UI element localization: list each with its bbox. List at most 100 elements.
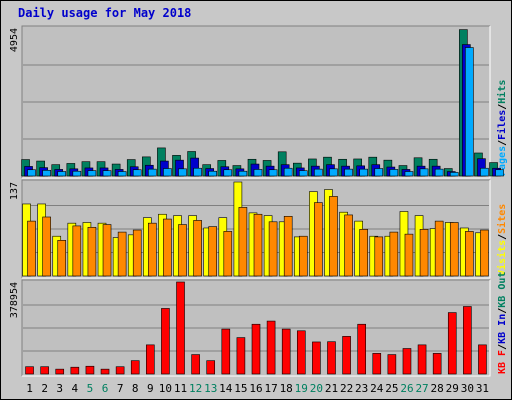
x-tick-label: 4 — [72, 382, 79, 395]
bar-kb-f — [266, 320, 276, 375]
bar-kb-f — [432, 353, 442, 375]
panel-middle-legend-entry: Sites — [496, 204, 508, 234]
panel-bottom-legend-entry: / — [497, 308, 508, 314]
panel-bottom-legend-entry: KB Out — [497, 272, 508, 308]
bar-pages — [329, 168, 338, 177]
bar-sites — [465, 231, 474, 277]
bar-pages — [298, 170, 308, 177]
x-tick-label: 29 — [446, 382, 459, 395]
bar-kb-f — [357, 323, 366, 375]
panel-bottom-legend-entry: KB In — [497, 314, 508, 344]
bar-pages — [374, 168, 384, 177]
bar-sites — [314, 202, 323, 277]
bar-pages — [72, 170, 82, 177]
bar-pages — [449, 172, 459, 177]
bar-pages — [223, 169, 233, 177]
bar-sites — [163, 218, 172, 277]
x-tick-label: 20 — [310, 382, 323, 395]
bar-sites — [283, 216, 293, 277]
bar-pages — [495, 169, 504, 177]
bar-kb-f — [463, 306, 472, 375]
bar-pages — [419, 168, 429, 177]
x-tick-label: 21 — [325, 382, 338, 395]
bar-sites — [42, 216, 51, 277]
bar-sites — [434, 220, 444, 277]
bar-pages — [57, 171, 67, 177]
bar-pages — [148, 168, 157, 177]
bar-kb-f — [70, 366, 80, 375]
bar-kb-f — [342, 336, 351, 375]
bar-kb-f — [161, 308, 170, 375]
bar-kb-f — [176, 281, 185, 375]
bar-kb-f — [312, 341, 321, 375]
bar-sites — [359, 229, 368, 277]
bar-kb-f — [85, 365, 95, 375]
bar-sites — [298, 235, 308, 277]
bar-kb-f — [191, 354, 200, 375]
bar-pages — [238, 170, 248, 177]
x-tick-label: 1 — [26, 382, 33, 395]
x-tick-label: 25 — [385, 382, 398, 395]
x-tick-label: 7 — [117, 382, 124, 395]
bar-pages — [178, 168, 187, 177]
bar-sites — [449, 222, 459, 277]
bar-kb-f — [25, 366, 34, 375]
panel-middle-legend: Visits/Sites — [496, 204, 508, 276]
x-tick-label: 13 — [204, 382, 217, 395]
bar-sites — [132, 229, 142, 277]
bar-pages — [434, 168, 444, 177]
bar-kb-f — [146, 344, 155, 375]
bar-pages — [344, 168, 353, 177]
bar-pages — [465, 47, 474, 177]
bar-kb-f — [40, 366, 49, 375]
x-tick-label: 10 — [159, 382, 172, 395]
bar-pages — [208, 170, 218, 177]
bar-pages — [359, 168, 368, 177]
x-tick-label: 6 — [102, 382, 109, 395]
bar-sites — [253, 213, 263, 277]
bar-kb-f — [221, 328, 231, 375]
x-tick-label: 26 — [400, 382, 413, 395]
panel-top-legend: Pages/Files/Hits — [496, 80, 508, 176]
bar-pages — [102, 170, 112, 177]
bar-sites — [389, 231, 399, 277]
chart-title: Daily usage for May 2018 — [18, 6, 192, 20]
panel-bottom-edge-light — [22, 280, 491, 377]
x-tick-label: 18 — [280, 382, 293, 395]
bar-sites — [223, 231, 233, 277]
bar-pages — [42, 170, 51, 177]
bar-sites — [404, 233, 414, 277]
bar-kb-f — [236, 337, 246, 375]
x-tick-label: 12 — [189, 382, 202, 395]
x-tick-label: 30 — [461, 382, 474, 395]
bar-sites — [27, 220, 36, 277]
bar-sites — [87, 226, 97, 277]
panel-top-edge-light — [22, 26, 491, 179]
bar-pages — [253, 169, 263, 177]
bar-kb-f — [402, 348, 412, 375]
bar-sites — [268, 221, 278, 277]
bar-sites — [329, 196, 338, 277]
bar-sites — [238, 207, 248, 277]
panel-top-edge-dark — [21, 25, 490, 178]
bar-pages — [163, 168, 172, 177]
panel-bottom-ymax-label: 378954 — [9, 282, 20, 318]
bar-kb-f — [115, 366, 125, 375]
bar-kb-f — [417, 344, 427, 375]
panel-middle-ymax-label: 137 — [9, 182, 20, 200]
bar-kb-f — [387, 354, 397, 375]
x-tick-label: 15 — [234, 382, 247, 395]
panel-top-legend-entry: Hits — [496, 80, 508, 104]
bar-kb-f — [130, 360, 140, 375]
bar-sites — [344, 214, 353, 277]
panel-bottom-legend: KB F/KB In/KB Out — [497, 272, 508, 374]
bar-kb-f — [281, 328, 291, 375]
bar-pages — [480, 167, 489, 177]
bar-pages — [87, 170, 97, 177]
bar-pages — [268, 169, 278, 177]
x-tick-label: 11 — [174, 382, 187, 395]
x-tick-label: 22 — [340, 382, 353, 395]
x-tick-label: 27 — [415, 382, 428, 395]
x-tick-label: 16 — [249, 382, 262, 395]
